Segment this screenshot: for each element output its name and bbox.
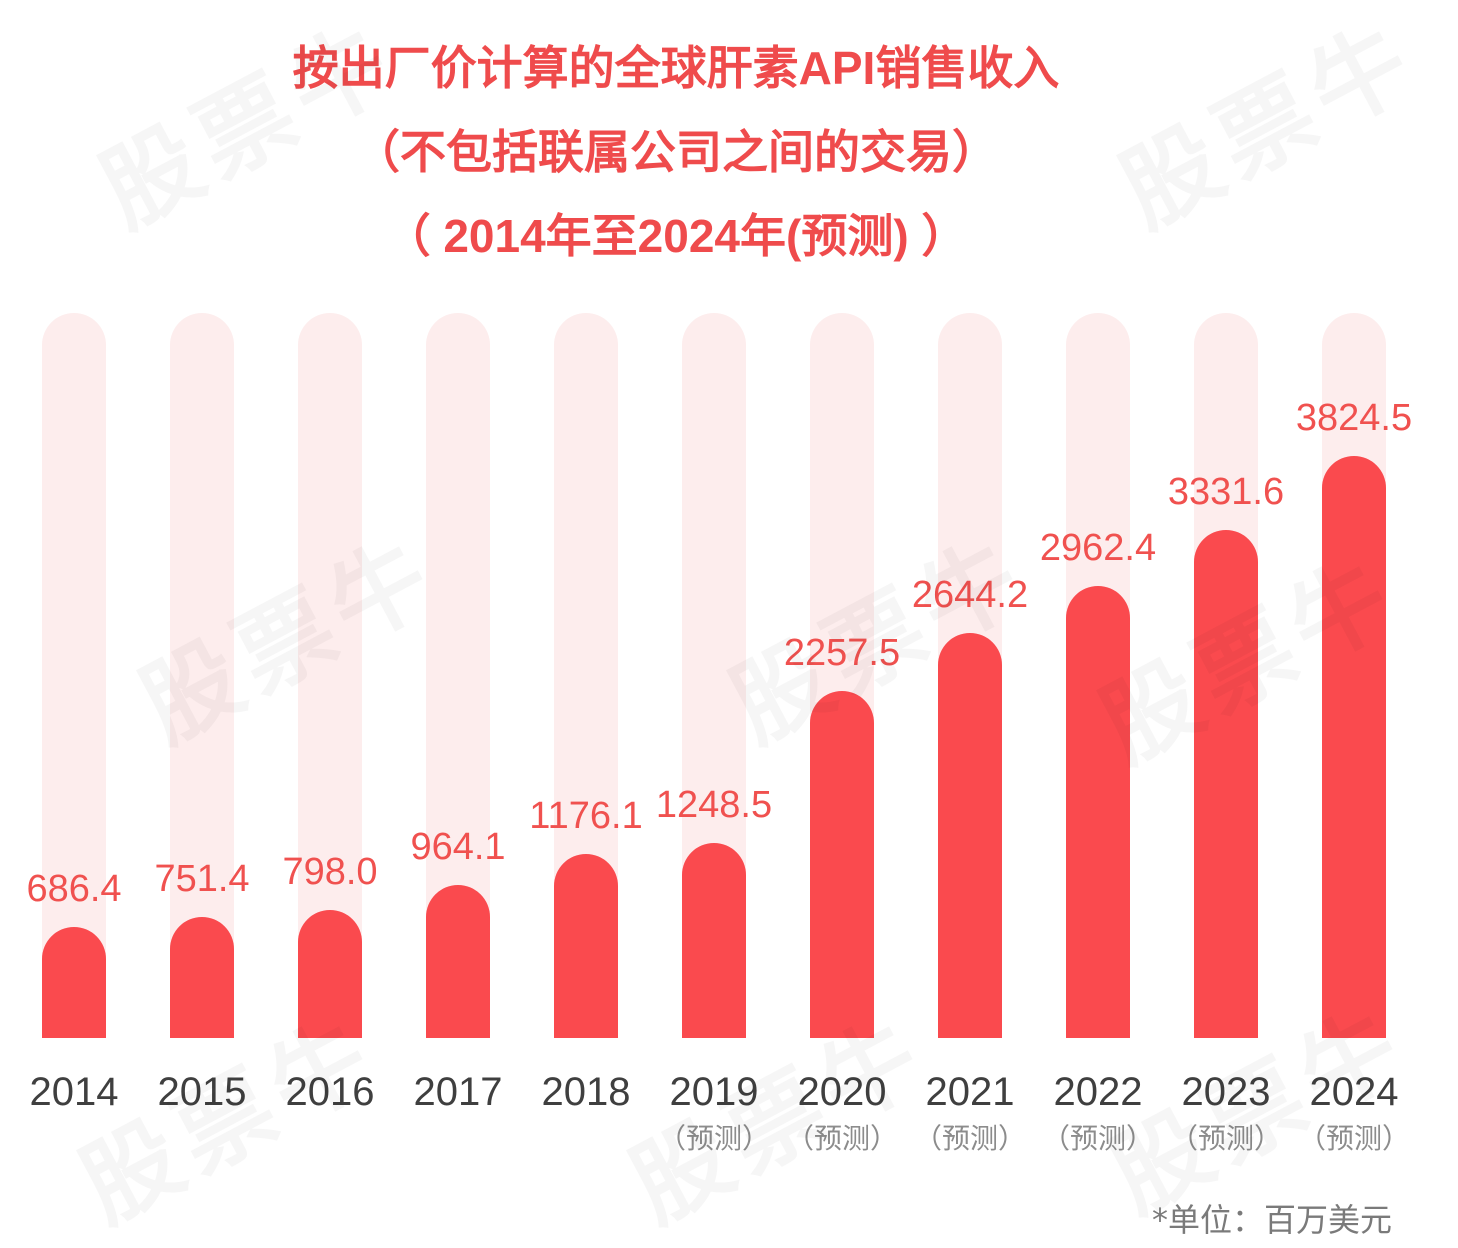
value-label-2015: 751.4 [154, 858, 250, 901]
title-line-2: （不包括联属公司之间的交易） [354, 126, 998, 178]
bar-track-2015 [170, 313, 234, 1038]
chart-title: 按出厂价计算的全球肝素API销售收入 （不包括联属公司之间的交易） （ 2014… [0, 26, 1352, 278]
forecast-note-2021: （预测） [913, 1122, 1026, 1155]
value-label-2022: 2962.4 [1039, 526, 1157, 569]
value-label-2023: 3331.6 [1167, 471, 1285, 514]
bar-2021 [938, 633, 1002, 1038]
bar-2017 [426, 885, 490, 1038]
bar-2022 [1066, 585, 1130, 1038]
bar-2020 [810, 691, 874, 1038]
value-label-2020: 2257.5 [783, 632, 901, 675]
category-label-2020: 2020 [797, 1070, 887, 1114]
bar-track-2014 [42, 313, 106, 1038]
category-label-2022: 2022 [1053, 1070, 1143, 1114]
category-label-2024: 2024 [1309, 1070, 1399, 1114]
forecast-note-2022: （预测） [1041, 1122, 1154, 1155]
value-label-2014: 686.4 [26, 868, 122, 911]
bar-2018 [554, 853, 618, 1038]
forecast-note-2024: （预测） [1297, 1122, 1410, 1155]
title-line-3: （ 2014年至2024年(预测) ） [384, 210, 968, 262]
bar-2016 [298, 910, 362, 1038]
bar-2015 [170, 917, 234, 1038]
category-label-2021: 2021 [925, 1070, 1015, 1114]
category-label-2016: 2016 [285, 1070, 375, 1114]
value-label-2016: 798.0 [282, 851, 378, 894]
category-label-2017: 2017 [413, 1070, 503, 1114]
value-label-2017: 964.1 [410, 826, 506, 869]
value-label-2021: 2644.2 [911, 574, 1029, 617]
category-label-2015: 2015 [157, 1070, 247, 1114]
category-label-2018: 2018 [541, 1070, 631, 1114]
forecast-note-2019: （预测） [657, 1122, 770, 1155]
forecast-note-2020: （预测） [785, 1122, 898, 1155]
value-label-2018: 1176.1 [529, 794, 643, 837]
bar-2024 [1322, 456, 1386, 1038]
bar-2019 [682, 842, 746, 1038]
title-line-1: 按出厂价计算的全球肝素API销售收入 [292, 42, 1060, 94]
category-label-2019: 2019 [669, 1070, 759, 1114]
category-label-2014: 2014 [29, 1070, 119, 1114]
bar-2023 [1194, 530, 1258, 1038]
unit-note: *单位：百万美元 [1151, 1201, 1392, 1239]
value-label-2019: 1248.5 [655, 783, 773, 826]
category-label-2023: 2023 [1181, 1070, 1271, 1114]
value-label-2024: 3824.5 [1295, 397, 1413, 440]
bar-2014 [42, 927, 106, 1038]
forecast-note-2023: （预测） [1169, 1122, 1282, 1155]
